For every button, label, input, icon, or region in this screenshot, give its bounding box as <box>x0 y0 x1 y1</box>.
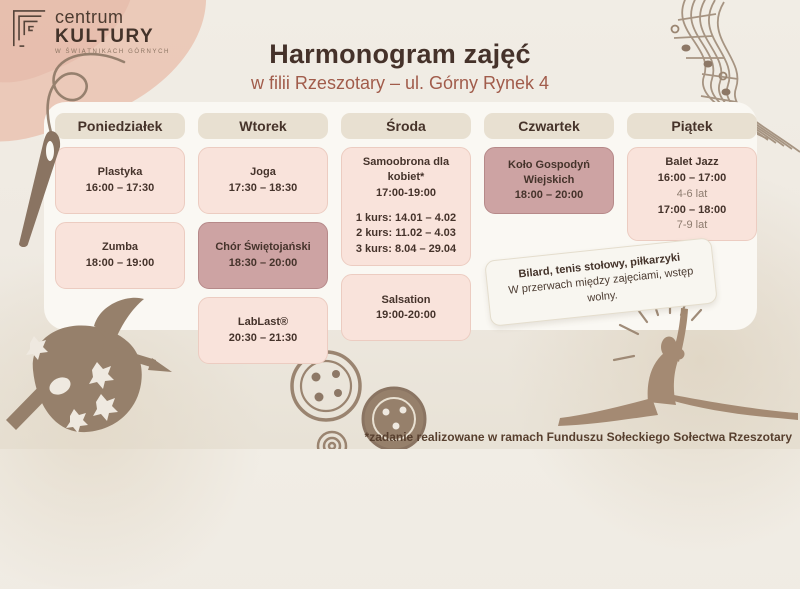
event-card: Plastyka 16:00 – 17:30 <box>55 147 185 214</box>
event-time: 18:30 – 20:00 <box>228 257 298 269</box>
event-title: Chór Świętojański <box>215 241 311 254</box>
day-header: Wtorek <box>198 113 328 139</box>
event-card: Balet Jazz 16:00 – 17:00 4-6 lat 17:00 – 18… <box>627 147 757 242</box>
event-time: 18:00 – 19:00 <box>85 257 155 269</box>
header: Harmonogram zajęć w filii Rzeszotary – u… <box>0 39 800 94</box>
event-card: Koło Gospodyń Wiejskich 18:00 – 20:00 <box>484 147 614 214</box>
logo-line-1: centrum <box>55 7 124 27</box>
day-header: Piątek <box>627 113 757 139</box>
event-details: 1 kurs: 14.01 – 4.02 2 kurs: 11.02 – 4.03… <box>356 211 456 259</box>
page-subtitle: w filii Rzeszotary – ul. Górny Rynek 4 <box>250 73 550 93</box>
event-time: 18:00 – 20:00 <box>514 189 584 202</box>
event-detail: 3 kurs: 8.04 – 29.04 <box>355 243 457 256</box>
event-card: Samoobrona dla kobiet* 17:00-19:00 1 kurs:… <box>341 147 471 267</box>
slot-age: 4-6 lat <box>676 187 708 200</box>
event-title: LabLast® <box>237 316 289 329</box>
event-title: Zumba <box>101 241 139 254</box>
event-title: Koło Gospodyń Wiejskich <box>508 158 590 186</box>
day-header: Poniedziałek <box>55 113 185 139</box>
page-title: Harmonogram zajęć <box>269 39 531 69</box>
day-column-1: Poniedziałek Plastyka 16:00 – 17:30 Zumba 18… <box>55 113 185 364</box>
event-detail: 2 kurs: 11.02 – 4.03 <box>356 227 456 240</box>
event-card: Zumba 18:00 – 19:00 <box>55 222 185 289</box>
day-column-3: Środa Samoobrona dla kobiet* 17:00-19:00 1 … <box>341 113 471 364</box>
event-time: 16:00 – 17:30 <box>85 182 155 194</box>
event-card: Joga 17:30 – 18:30 <box>198 147 328 214</box>
footnote: *zadanie realizowane w ramach Funduszu S… <box>364 430 792 444</box>
event-time: 20:30 – 21:30 <box>228 332 298 344</box>
schedule-grid: Poniedziałek Plastyka 16:00 – 17:30 Zumba 18… <box>55 113 757 364</box>
day-column-4: Czwartek Koło Gospodyń Wiejskich 18:00 – 2… <box>484 113 614 364</box>
event-time: 17:30 – 18:30 <box>228 182 298 194</box>
day-header: Środa <box>341 113 471 139</box>
event-time: 17:00-19:00 <box>376 186 436 199</box>
event-title: Salsation <box>381 293 431 306</box>
event-time: 19:00-20:00 <box>376 309 436 322</box>
day-column-2: Wtorek Joga 17:30 – 18:30 Chór Świętojański… <box>198 113 328 364</box>
event-card: LabLast® 20:30 – 21:30 <box>198 297 328 364</box>
event-title: Joga <box>250 166 276 179</box>
event-card: Salsation 19:00-20:00 <box>341 274 471 342</box>
day-header: Czwartek <box>484 113 614 139</box>
slot-time: 16:00 – 17:00 <box>657 171 727 184</box>
slot-age: 7-9 lat <box>676 219 708 232</box>
event-detail: 1 kurs: 14.01 – 4.02 <box>355 211 457 224</box>
event-title: Balet Jazz <box>665 156 719 168</box>
slot-time: 17:00 – 18:00 <box>657 203 727 216</box>
event-card: Chór Świętojański 18:30 – 20:00 <box>198 222 328 289</box>
event-title: Plastyka <box>97 166 143 179</box>
event-title: Samoobrona dla kobiet* <box>362 156 450 183</box>
